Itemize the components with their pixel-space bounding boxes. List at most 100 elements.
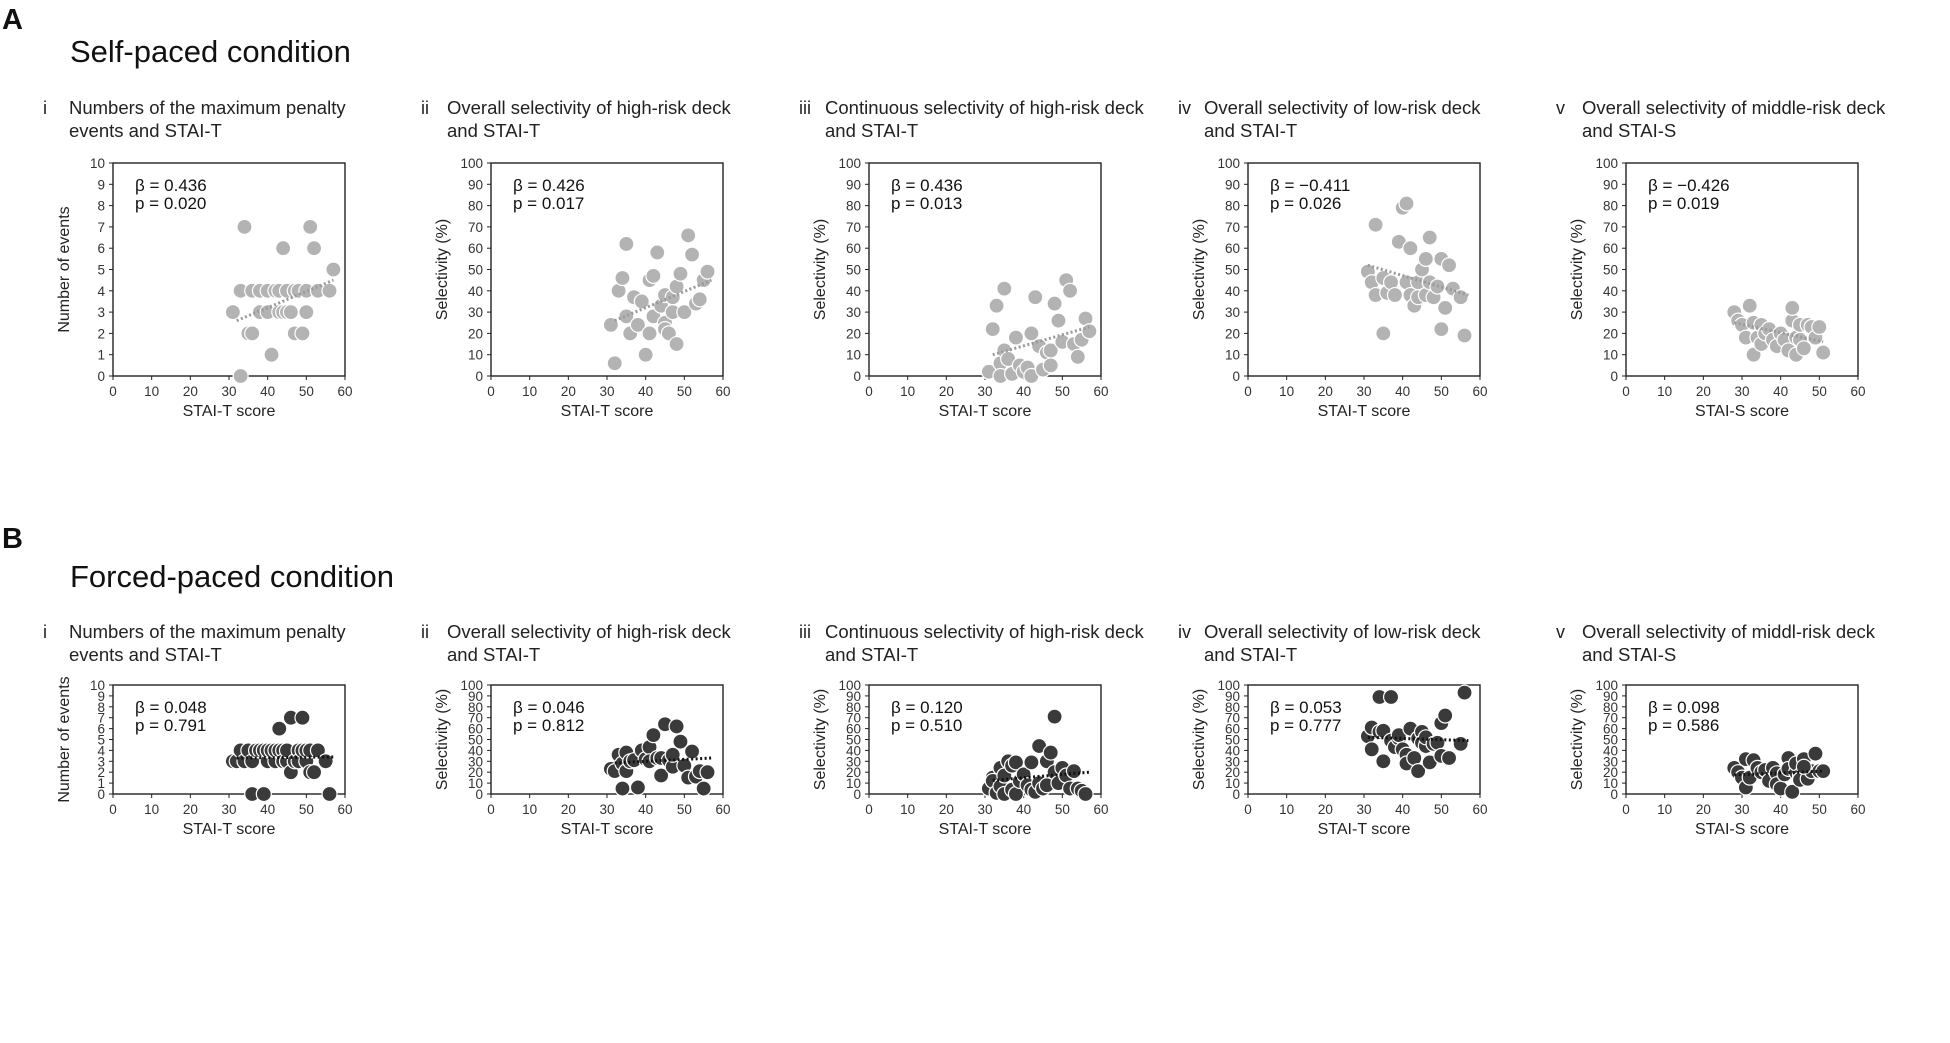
x-tick-label: 40	[1395, 384, 1410, 399]
y-tick-label: 90	[468, 689, 483, 704]
y-tick-label: 70	[1603, 711, 1618, 726]
x-tick-label: 60	[1472, 802, 1487, 817]
y-tick-label: 20	[1225, 326, 1240, 341]
beta-stat: β = 0.053	[1270, 698, 1342, 717]
x-tick-label: 10	[1657, 384, 1672, 399]
y-tick-label: 70	[468, 220, 483, 235]
y-tick-label: 100	[1595, 678, 1618, 693]
y-axis-label: Number of events	[56, 676, 73, 802]
x-tick-label: 20	[1696, 384, 1711, 399]
beta-stat: β = 0.120	[891, 698, 963, 717]
y-axis-label: Selectivity (%)	[434, 219, 451, 320]
x-tick-label: 0	[865, 802, 873, 817]
y-axis-label: Selectivity (%)	[1191, 689, 1208, 790]
y-tick-label: 50	[1603, 263, 1618, 278]
beta-stat: β = 0.436	[135, 176, 207, 195]
y-tick-label: 0	[1232, 787, 1240, 802]
x-tick-label: 10	[1279, 384, 1294, 399]
chart-title-line: Numbers of the maximum penalty	[69, 97, 346, 118]
chart-title-line: and STAI-T	[1204, 644, 1297, 665]
data-point	[649, 244, 666, 261]
data-point	[1069, 348, 1086, 365]
y-tick-label: 40	[1225, 284, 1240, 299]
data-point	[1061, 282, 1079, 299]
data-point	[1807, 745, 1824, 762]
x-tick-label: 10	[1657, 802, 1672, 817]
panel-numeral: v	[1556, 622, 1565, 642]
p-value-stat: p = 0.812	[513, 716, 584, 735]
x-tick-label: 60	[1850, 802, 1865, 817]
data-point	[1437, 299, 1454, 316]
x-tick-label: 0	[109, 802, 117, 817]
x-tick-label: 10	[1279, 802, 1294, 817]
y-tick-label: 80	[846, 700, 861, 715]
panel-numeral: iv	[1178, 98, 1191, 118]
data-point	[683, 743, 701, 760]
y-tick-label: 70	[1603, 220, 1618, 235]
x-tick-label: 40	[1395, 802, 1410, 817]
y-tick-label: 60	[468, 722, 483, 737]
x-tick-label: 40	[638, 384, 653, 399]
x-tick-label: 50	[1055, 384, 1070, 399]
x-tick-label: 20	[561, 384, 576, 399]
x-tick-label: 30	[599, 384, 614, 399]
x-tick-label: 20	[1318, 384, 1333, 399]
chart-title-line: Overall selectivity of low-risk deck	[1204, 621, 1481, 642]
p-value-stat: p = 0.013	[891, 194, 962, 213]
data-point	[1440, 749, 1458, 767]
data-point	[672, 265, 689, 282]
chart-title-line: and STAI-T	[447, 120, 540, 141]
data-point	[305, 240, 323, 257]
data-point	[298, 304, 315, 321]
data-point	[1815, 344, 1832, 361]
beta-stat: β = 0.436	[891, 176, 963, 195]
y-tick-label: 70	[846, 711, 861, 726]
x-tick-label: 50	[1812, 384, 1827, 399]
data-point	[606, 355, 623, 372]
x-axis-label: STAI-T score	[939, 403, 1032, 420]
y-tick-label: 40	[1603, 284, 1618, 299]
x-tick-label: 60	[715, 802, 730, 817]
data-point	[618, 235, 635, 253]
x-tick-label: 30	[977, 384, 992, 399]
y-tick-label: 100	[460, 678, 483, 693]
y-tick-label: 40	[1225, 743, 1240, 758]
data-point	[1363, 741, 1380, 758]
y-tick-label: 80	[1225, 700, 1240, 715]
data-point	[1398, 195, 1415, 212]
data-point	[1007, 329, 1025, 346]
chart-title-line: events and STAI-T	[69, 644, 222, 665]
y-tick-label: 7	[97, 711, 105, 726]
data-point	[988, 297, 1005, 314]
data-point	[1440, 257, 1458, 274]
chart-b-v: v Overall selectivity of middl-risk decka…	[1556, 621, 1876, 838]
data-point	[637, 346, 654, 363]
y-tick-label: 0	[1232, 369, 1240, 384]
y-tick-label: 30	[846, 754, 861, 769]
y-tick-label: 80	[468, 199, 483, 214]
data-point	[1077, 785, 1094, 803]
chart-title-line: and STAI-T	[447, 644, 540, 665]
y-tick-label: 7	[97, 220, 105, 235]
y-tick-label: 20	[468, 765, 483, 780]
panel-numeral: iv	[1178, 622, 1191, 642]
y-tick-label: 0	[853, 787, 861, 802]
y-tick-label: 8	[97, 700, 105, 715]
x-tick-label: 20	[183, 384, 198, 399]
y-tick-label: 9	[97, 177, 105, 192]
y-tick-label: 60	[846, 241, 861, 256]
y-tick-label: 100	[1595, 156, 1618, 171]
y-tick-label: 70	[1225, 711, 1240, 726]
panel-numeral: v	[1556, 98, 1565, 118]
trend-line	[1367, 263, 1469, 297]
y-tick-label: 1	[97, 776, 105, 791]
y-tick-label: 80	[468, 700, 483, 715]
data-point	[1023, 325, 1040, 342]
y-tick-label: 90	[1225, 689, 1240, 704]
chart-title-line: and STAI-T	[825, 644, 918, 665]
chart-a-v: v Overall selectivity of middle-risk deck…	[1556, 97, 1886, 420]
data-point	[614, 780, 631, 797]
x-tick-label: 60	[715, 384, 730, 399]
y-tick-label: 50	[1225, 263, 1240, 278]
